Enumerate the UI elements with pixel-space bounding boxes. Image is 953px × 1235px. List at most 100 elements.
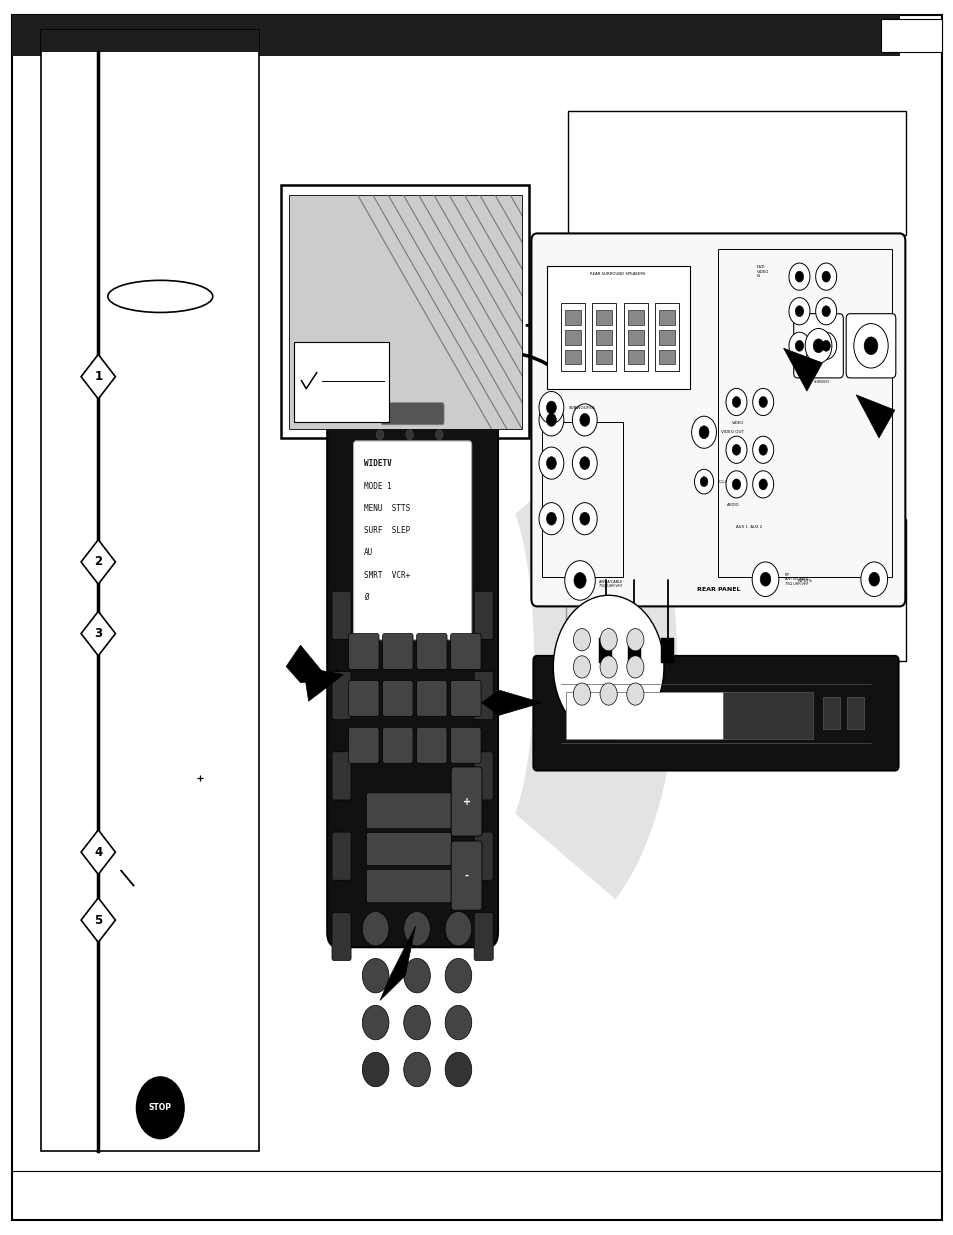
Polygon shape <box>303 667 343 701</box>
Circle shape <box>815 263 836 290</box>
FancyBboxPatch shape <box>546 266 689 389</box>
Text: +: + <box>462 797 470 806</box>
FancyBboxPatch shape <box>366 832 451 866</box>
Circle shape <box>573 656 590 678</box>
Circle shape <box>599 683 617 705</box>
Circle shape <box>445 958 471 993</box>
Circle shape <box>725 388 746 416</box>
FancyBboxPatch shape <box>348 634 378 669</box>
Polygon shape <box>481 690 541 715</box>
Circle shape <box>751 562 778 597</box>
Text: AUDIO OUT: AUDIO OUT <box>570 579 594 583</box>
FancyBboxPatch shape <box>366 869 451 903</box>
Circle shape <box>362 958 389 993</box>
Circle shape <box>700 477 707 487</box>
Circle shape <box>788 298 809 325</box>
FancyBboxPatch shape <box>474 832 493 881</box>
FancyBboxPatch shape <box>294 342 389 422</box>
Circle shape <box>572 404 597 436</box>
Circle shape <box>136 1077 184 1139</box>
FancyBboxPatch shape <box>416 634 447 669</box>
FancyBboxPatch shape <box>451 767 481 836</box>
Circle shape <box>694 469 713 494</box>
FancyBboxPatch shape <box>596 310 612 325</box>
Circle shape <box>752 388 773 416</box>
FancyBboxPatch shape <box>354 441 471 640</box>
Text: PIP
ANT B/CABLE
75Ω UHF/VHF: PIP ANT B/CABLE 75Ω UHF/VHF <box>783 573 807 585</box>
FancyBboxPatch shape <box>722 692 812 740</box>
Circle shape <box>403 1052 430 1087</box>
Circle shape <box>445 1052 471 1087</box>
Circle shape <box>821 272 829 282</box>
FancyBboxPatch shape <box>560 303 584 370</box>
Circle shape <box>626 683 643 705</box>
Circle shape <box>752 471 773 498</box>
Circle shape <box>732 445 740 456</box>
Polygon shape <box>81 898 115 942</box>
Text: VIDEO: VIDEO <box>731 420 743 425</box>
Text: WIDETV: WIDETV <box>364 459 392 468</box>
FancyBboxPatch shape <box>332 913 351 961</box>
Circle shape <box>572 447 597 479</box>
Circle shape <box>403 958 430 993</box>
Text: STOP: STOP <box>149 1103 172 1113</box>
Circle shape <box>795 306 802 316</box>
FancyBboxPatch shape <box>565 519 905 661</box>
Circle shape <box>362 1052 389 1087</box>
Circle shape <box>403 911 430 946</box>
Circle shape <box>573 683 590 705</box>
Text: SMRT  VCR+: SMRT VCR+ <box>364 571 410 579</box>
FancyBboxPatch shape <box>655 303 679 370</box>
FancyBboxPatch shape <box>627 310 643 325</box>
Circle shape <box>853 324 887 368</box>
Circle shape <box>804 329 831 363</box>
Circle shape <box>759 479 766 490</box>
FancyBboxPatch shape <box>564 310 580 325</box>
Circle shape <box>599 656 617 678</box>
Circle shape <box>538 391 563 424</box>
Text: AUX 1  AUX 2: AUX 1 AUX 2 <box>736 525 762 530</box>
Circle shape <box>699 426 708 438</box>
Circle shape <box>732 479 740 490</box>
FancyBboxPatch shape <box>627 350 643 364</box>
Circle shape <box>538 404 563 436</box>
FancyBboxPatch shape <box>567 111 905 235</box>
FancyBboxPatch shape <box>450 727 480 763</box>
FancyBboxPatch shape <box>564 350 580 364</box>
Circle shape <box>868 572 879 587</box>
Text: Ø: Ø <box>364 593 368 601</box>
Circle shape <box>362 1005 389 1040</box>
FancyBboxPatch shape <box>451 841 481 910</box>
Circle shape <box>599 629 617 651</box>
Circle shape <box>445 1005 471 1040</box>
FancyBboxPatch shape <box>41 30 258 52</box>
FancyBboxPatch shape <box>627 330 643 345</box>
FancyBboxPatch shape <box>793 314 842 378</box>
FancyBboxPatch shape <box>382 634 413 669</box>
Text: ANT A/CABLE
75Ω UHF/VHF: ANT A/CABLE 75Ω UHF/VHF <box>598 580 622 588</box>
FancyBboxPatch shape <box>598 638 612 663</box>
Circle shape <box>821 341 829 351</box>
Circle shape <box>860 562 886 597</box>
FancyBboxPatch shape <box>564 330 580 345</box>
Polygon shape <box>855 395 894 438</box>
FancyBboxPatch shape <box>881 19 941 52</box>
Circle shape <box>546 513 556 525</box>
FancyBboxPatch shape <box>348 680 378 716</box>
Text: INPUTS: INPUTS <box>797 579 812 583</box>
Text: AUDIO: AUDIO <box>726 503 739 506</box>
Polygon shape <box>379 926 416 1000</box>
FancyBboxPatch shape <box>332 832 351 881</box>
Circle shape <box>795 341 802 351</box>
Circle shape <box>546 457 556 469</box>
Circle shape <box>574 573 585 588</box>
Circle shape <box>538 447 563 479</box>
Polygon shape <box>81 830 115 874</box>
Text: SURF  SLEP: SURF SLEP <box>364 526 410 535</box>
Text: S-VIDEO: S-VIDEO <box>813 380 829 384</box>
FancyBboxPatch shape <box>533 656 898 771</box>
FancyBboxPatch shape <box>846 698 863 729</box>
Polygon shape <box>81 540 115 584</box>
Text: -: - <box>464 871 468 881</box>
FancyBboxPatch shape <box>565 692 726 740</box>
